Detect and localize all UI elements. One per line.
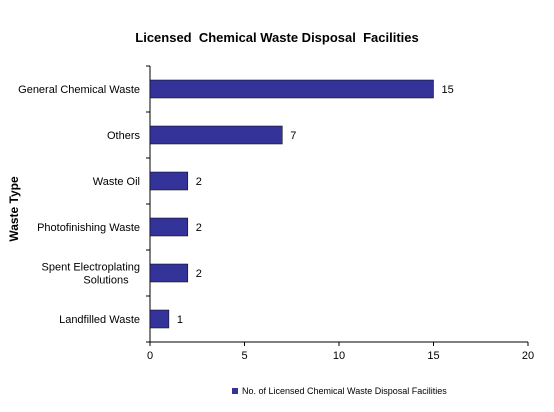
x-tick-label: 0 (147, 350, 153, 362)
x-tick-label: 5 (241, 350, 247, 362)
plot-area: 0 5 10 15 20 General Chemical Waste 15 Others 7 W… (18, 65, 534, 362)
chart-title: Licensed Chemical Waste Disposal Facilit… (135, 30, 419, 45)
bar (149, 171, 189, 191)
x-tick-label: 15 (427, 350, 439, 362)
data-label: 2 (196, 176, 202, 188)
category-label: Spent Electroplating (42, 262, 140, 274)
data-label: 2 (196, 222, 202, 234)
legend-swatch (232, 388, 238, 394)
bar (149, 125, 283, 145)
data-label: 2 (196, 268, 202, 280)
category-label: General Chemical Waste (18, 84, 140, 96)
bar (149, 79, 434, 99)
category-label: Landfilled Waste (59, 314, 140, 326)
category-label: Waste Oil (93, 176, 140, 188)
category-label: Others (107, 130, 141, 142)
category-label: Photofinishing Waste (37, 222, 140, 234)
bar (149, 217, 189, 237)
data-label: 7 (290, 130, 296, 142)
category-label: Solutions (83, 275, 129, 287)
legend-label: No. of Licensed Chemical Waste Disposal … (242, 386, 447, 396)
bar (149, 263, 189, 283)
legend: No. of Licensed Chemical Waste Disposal … (232, 386, 447, 396)
data-label: 15 (442, 84, 454, 96)
data-label: 1 (177, 314, 183, 326)
x-tick-label: 20 (522, 350, 534, 362)
bar (149, 309, 170, 329)
y-axis-label: Waste Type (7, 176, 21, 242)
x-tick-label: 10 (333, 350, 345, 362)
